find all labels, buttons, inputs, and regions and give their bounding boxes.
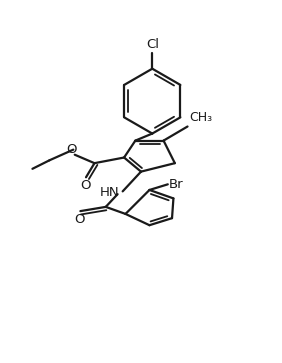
Text: Br: Br bbox=[169, 178, 184, 191]
Text: CH₃: CH₃ bbox=[189, 111, 212, 124]
Text: HN: HN bbox=[100, 186, 120, 199]
Text: Cl: Cl bbox=[146, 38, 159, 51]
Text: O: O bbox=[74, 212, 85, 225]
Text: O: O bbox=[80, 179, 91, 192]
Text: O: O bbox=[66, 143, 76, 156]
